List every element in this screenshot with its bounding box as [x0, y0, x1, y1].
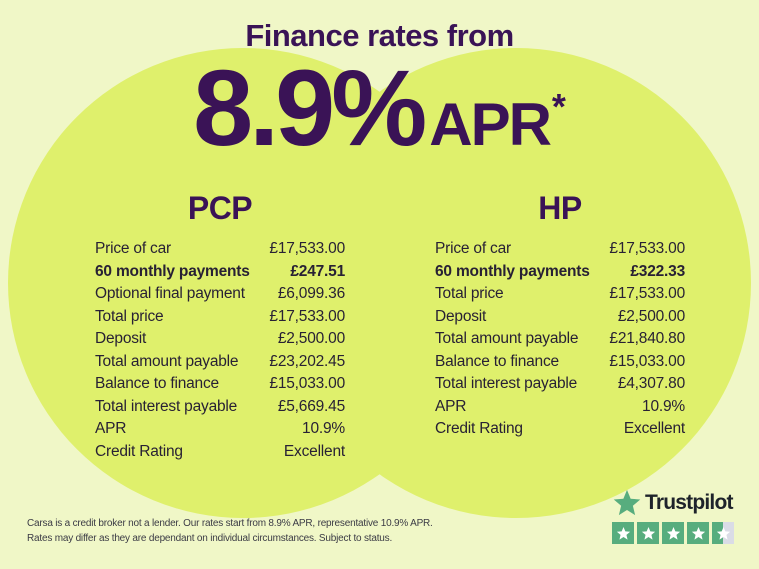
- row-label: Total interest payable: [435, 375, 578, 393]
- trustpilot-star-full: [662, 522, 684, 544]
- row-label: Total amount payable: [95, 352, 239, 370]
- trustpilot-star-full: [612, 522, 634, 544]
- trustpilot-rating-stars: [612, 522, 752, 544]
- trustpilot-star-half: [712, 522, 734, 544]
- background-circle-right: [281, 48, 751, 518]
- hp-table: Price of car £17,533.00 60 monthly payment…: [435, 238, 685, 441]
- row-value: £322.33: [630, 262, 685, 280]
- hp-column-title: HP: [538, 190, 582, 226]
- row-value: 10.9%: [642, 397, 685, 415]
- headline-rate: 8.9% APR*: [0, 54, 759, 162]
- pcp-column-title: PCP: [187, 190, 253, 226]
- trustpilot-star-full: [637, 522, 659, 544]
- row-value: £6,099.36: [277, 285, 345, 303]
- table-row: APR 10.9%: [95, 418, 345, 441]
- disclaimer-line-2: Rates may differ as they are dependant o…: [27, 533, 393, 544]
- table-row: Total interest payable £4,307.80: [435, 373, 685, 396]
- rate-value: 8.9%: [193, 47, 427, 168]
- row-label: 60 monthly payments: [435, 262, 590, 280]
- row-label: Total price: [95, 307, 164, 325]
- row-label: APR: [95, 420, 127, 438]
- table-row: 60 monthly payments £322.33: [435, 261, 685, 284]
- row-value: £17,533.00: [269, 307, 345, 325]
- trustpilot-wordmark: Trustpilot: [645, 491, 733, 514]
- row-label: Balance to finance: [435, 352, 559, 370]
- table-row: Total price £17,533.00: [95, 306, 345, 329]
- row-value: Excellent: [623, 420, 685, 438]
- table-row: Deposit £2,500.00: [95, 328, 345, 351]
- disclaimer-line-1: Carsa is a credit broker not a lender. O…: [27, 518, 433, 529]
- trustpilot-star-full: [687, 522, 709, 544]
- trustpilot-star-icon: [613, 489, 641, 516]
- row-value: £2,500.00: [277, 330, 345, 348]
- row-value: £17,533.00: [269, 240, 345, 258]
- rate-asterisk: *: [551, 86, 566, 127]
- row-label: Deposit: [95, 330, 147, 348]
- banner-title: Finance rates from: [245, 18, 514, 53]
- row-label: Total interest payable: [95, 397, 238, 415]
- row-value: £17,533.00: [609, 285, 685, 303]
- row-value: £23,202.45: [269, 352, 345, 370]
- table-row: Credit Rating Excellent: [435, 418, 685, 441]
- row-label: Price of car: [95, 240, 171, 258]
- table-row: Credit Rating Excellent: [95, 441, 345, 464]
- row-label: 60 monthly payments: [95, 262, 250, 280]
- pcp-table: Price of car £17,533.00 60 monthly payment…: [95, 238, 345, 463]
- row-value: Excellent: [283, 442, 345, 460]
- table-row: APR 10.9%: [435, 396, 685, 419]
- table-row: Balance to finance £15,033.00: [95, 373, 345, 396]
- trustpilot-logo-row: Trustpilot: [612, 488, 752, 518]
- row-value: £15,033.00: [609, 352, 685, 370]
- disclaimer: Carsa is a credit broker not a lender. O…: [27, 516, 433, 546]
- row-value: £2,500.00: [617, 307, 685, 325]
- row-value: £247.51: [290, 262, 345, 280]
- row-value: 10.9%: [302, 420, 345, 438]
- table-row: 60 monthly payments £247.51: [95, 261, 345, 284]
- table-row: Optional final payment £6,099.36: [95, 283, 345, 306]
- row-label: Deposit: [435, 307, 487, 325]
- row-value: £4,307.80: [617, 375, 685, 393]
- row-label: APR: [435, 397, 467, 415]
- table-row: Price of car £17,533.00: [95, 238, 345, 261]
- row-label: Total price: [435, 285, 504, 303]
- table-row: Price of car £17,533.00: [435, 238, 685, 261]
- table-row: Deposit £2,500.00: [435, 306, 685, 329]
- table-row: Balance to finance £15,033.00: [435, 351, 685, 374]
- row-label: Credit Rating: [95, 442, 183, 460]
- row-label: Balance to finance: [95, 375, 219, 393]
- row-label: Optional final payment: [95, 285, 245, 303]
- table-row: Total amount payable £23,202.45: [95, 351, 345, 374]
- trustpilot-badge[interactable]: Trustpilot: [612, 488, 752, 544]
- row-value: £5,669.45: [277, 397, 345, 415]
- table-row: Total interest payable £5,669.45: [95, 396, 345, 419]
- row-label: Credit Rating: [435, 420, 523, 438]
- row-label: Total amount payable: [435, 330, 579, 348]
- row-value: £17,533.00: [609, 240, 685, 258]
- row-value: £15,033.00: [269, 375, 345, 393]
- table-row: Total amount payable £21,840.80: [435, 328, 685, 351]
- table-row: Total price £17,533.00: [435, 283, 685, 306]
- rate-suffix: APR: [429, 91, 552, 158]
- row-value: £21,840.80: [609, 330, 685, 348]
- row-label: Price of car: [435, 240, 511, 258]
